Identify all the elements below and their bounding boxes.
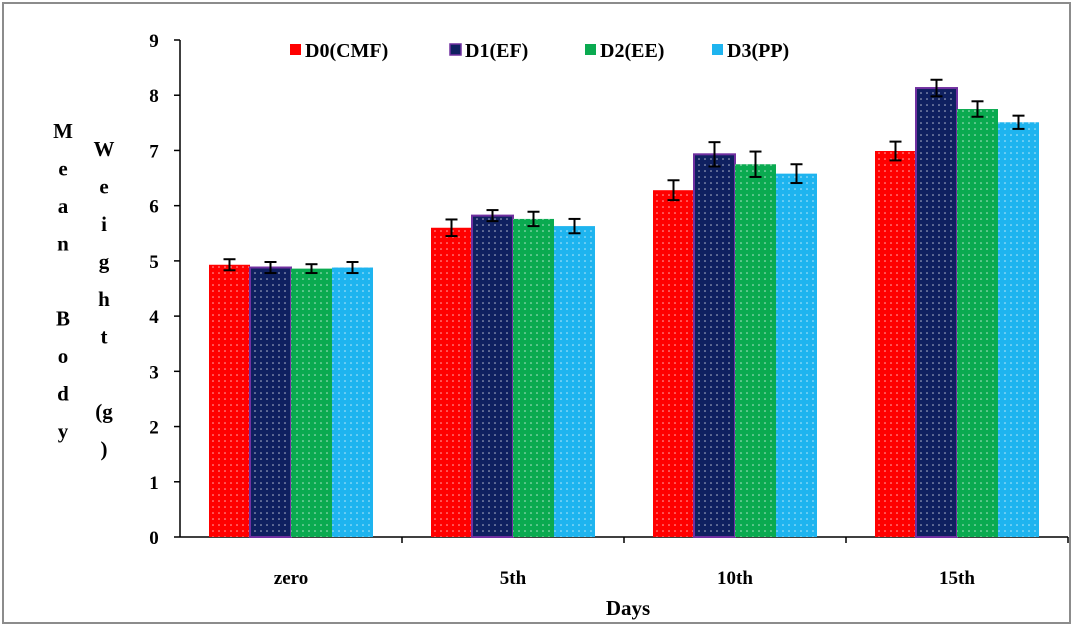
y-axis-title-char: h	[98, 287, 110, 311]
y-axis-title-char: )	[101, 437, 108, 461]
bar-texture	[998, 122, 1039, 537]
legend-swatch	[585, 44, 596, 55]
legend-label: D3(PP)	[727, 40, 789, 62]
y-axis-title-char: M	[53, 119, 73, 143]
bar-texture	[250, 267, 291, 537]
y-tick-label: 5	[149, 252, 159, 273]
bar-texture	[472, 215, 513, 537]
y-axis-title-char: e	[99, 175, 108, 199]
y-axis-title-char: (g	[95, 400, 113, 424]
y-axis-title-char: y	[58, 419, 69, 443]
y-axis-title-char: t	[101, 325, 108, 349]
bar-texture	[332, 267, 373, 537]
bar-texture	[735, 164, 776, 537]
y-axis-title-char: a	[58, 194, 69, 218]
bar-texture	[776, 173, 817, 538]
legend-label: D2(EE)	[600, 40, 664, 62]
x-tick-label: 5th	[500, 568, 527, 589]
error-bars-group	[223, 78, 1025, 275]
bar-texture	[513, 218, 554, 538]
legend-swatch	[712, 44, 723, 55]
y-tick-label: 4	[149, 307, 159, 328]
bar-texture	[431, 227, 472, 537]
y-axis-title-char: W	[94, 137, 115, 161]
y-tick-label: 9	[149, 31, 159, 52]
legend: D0(CMF) D1(EF) D2(EE) D3(PP)	[290, 40, 789, 62]
y-axis-title-char: o	[58, 344, 69, 368]
bar-texture	[209, 264, 250, 537]
y-tick-label: 3	[149, 362, 159, 383]
legend-label: D0(CMF)	[305, 40, 388, 62]
y-tick-label: 7	[149, 141, 159, 162]
bar-texture	[957, 109, 998, 538]
bar-texture	[291, 268, 332, 537]
y-tick-label: 8	[149, 86, 159, 107]
bar-texture	[916, 88, 957, 537]
x-tick-label: 15th	[939, 568, 975, 589]
y-axis-title-char: n	[57, 232, 69, 256]
x-axis-title: Days	[606, 596, 650, 620]
y-tick-label: 0	[149, 528, 159, 549]
bar-texture	[875, 150, 916, 537]
y-tick-label: 6	[149, 197, 159, 218]
y-axis-title-char: e	[58, 157, 67, 181]
bar-texture	[554, 226, 595, 538]
y-axis-title-char: i	[101, 212, 107, 236]
bar-texture	[694, 154, 735, 537]
legend-label: D1(EF)	[465, 40, 528, 62]
y-axis-title-char: g	[99, 250, 110, 274]
x-tick-label: 10th	[717, 568, 753, 589]
y-tick-label: 1	[149, 473, 159, 494]
bars-group	[209, 87, 1039, 539]
y-axis-title-char: d	[57, 382, 69, 406]
legend-swatch	[290, 44, 301, 55]
bar-texture	[653, 190, 694, 537]
y-tick-label: 2	[149, 418, 159, 439]
y-axis-title-char: B	[56, 307, 70, 331]
legend-swatch	[449, 43, 462, 56]
x-tick-label: zero	[274, 568, 308, 589]
